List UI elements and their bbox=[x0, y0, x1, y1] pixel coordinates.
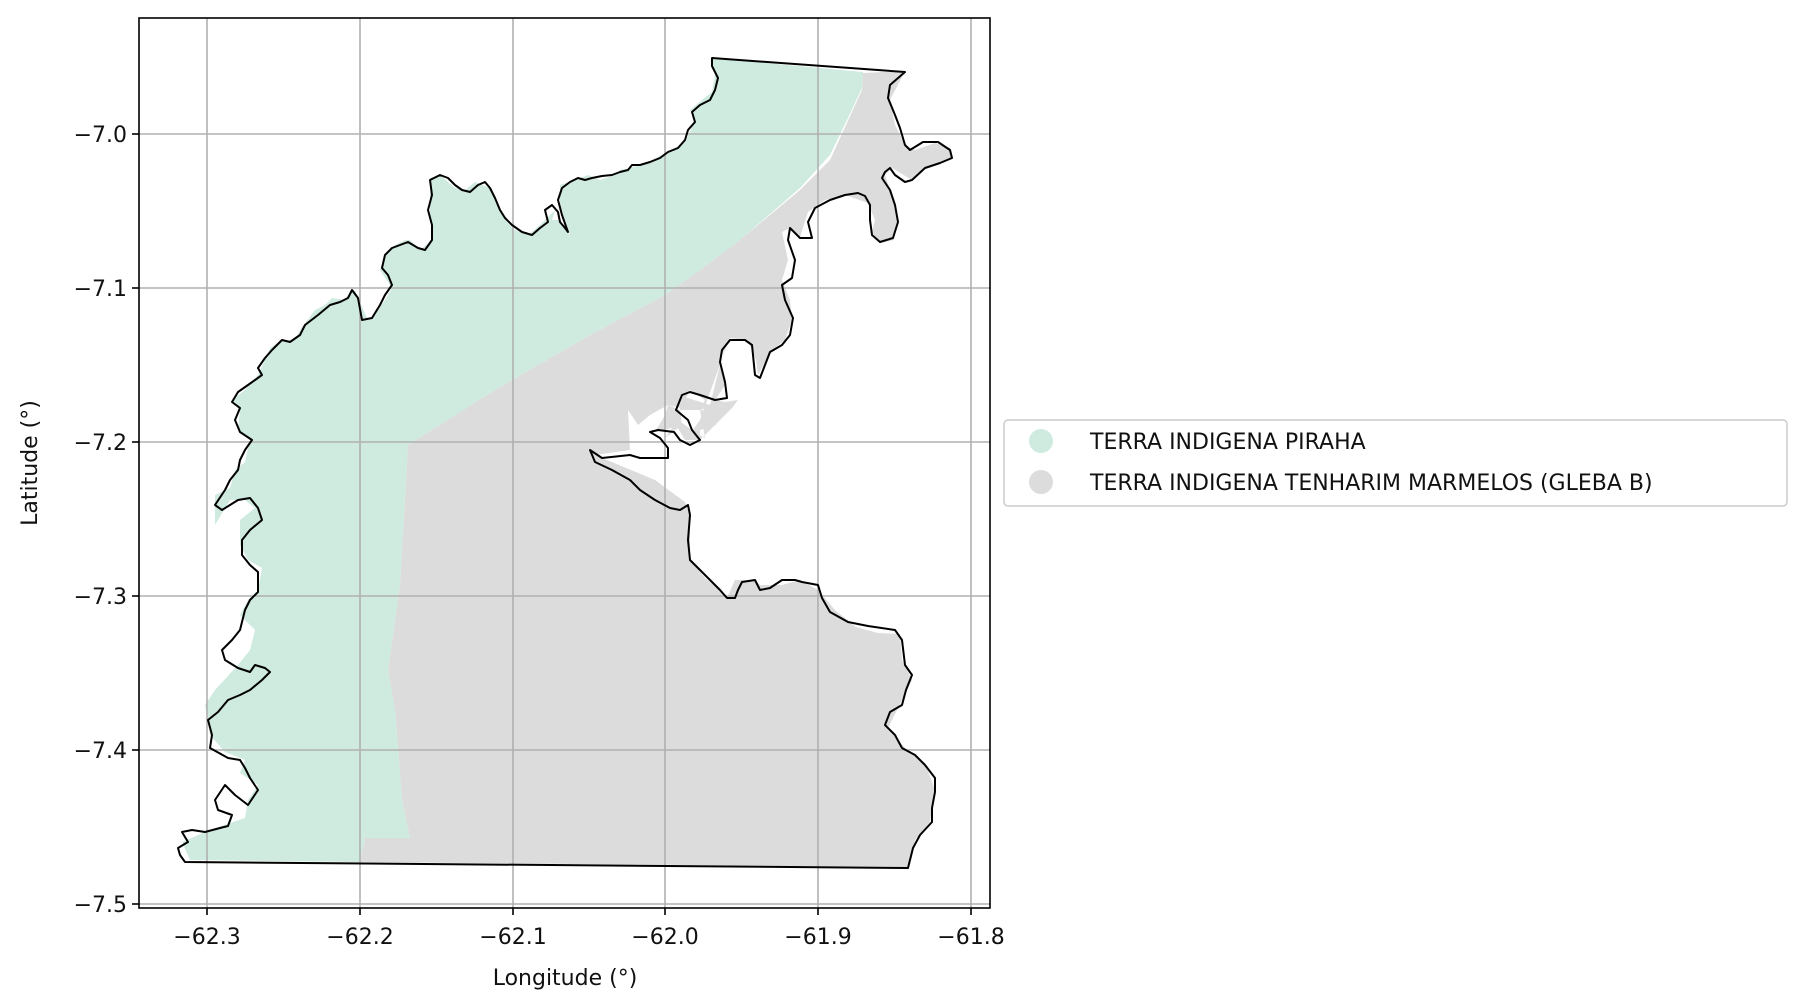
y-tick-label: −7.0 bbox=[74, 123, 127, 148]
x-axis: −62.3 −62.2 −62.1 −62.0 −61.9 −61.8 bbox=[173, 908, 1005, 950]
x-tick-label: −62.1 bbox=[479, 925, 546, 950]
y-tick-label: −7.5 bbox=[74, 893, 127, 918]
territories bbox=[182, 58, 953, 867]
legend-swatch-tenharim-marmelos bbox=[1029, 470, 1053, 494]
y-axis-title: Latitude (°) bbox=[18, 400, 43, 526]
x-tick-label: −62.2 bbox=[326, 925, 393, 950]
plot-frame bbox=[138, 17, 991, 909]
y-tick-label: −7.4 bbox=[74, 739, 127, 764]
x-tick-label: −62.3 bbox=[173, 925, 240, 950]
territory-piraha bbox=[182, 58, 863, 862]
territory-tenharim-marmelos bbox=[360, 71, 953, 867]
legend-swatch-piraha bbox=[1029, 429, 1053, 453]
x-tick-label: −61.8 bbox=[937, 925, 1004, 950]
x-tick-label: −61.9 bbox=[784, 925, 851, 950]
legend: TERRA INDIGENA PIRAHA TERRA INDIGENA TEN… bbox=[1003, 419, 1788, 507]
y-axis: −7.0 −7.1 −7.2 −7.3 −7.4 −7.5 bbox=[74, 123, 139, 918]
y-tick-label: −7.1 bbox=[74, 277, 127, 302]
legend-label-piraha: TERRA INDIGENA PIRAHA bbox=[1089, 430, 1366, 455]
x-tick-label: −62.0 bbox=[631, 925, 698, 950]
grid-lines bbox=[139, 18, 990, 908]
y-tick-label: −7.2 bbox=[74, 431, 127, 456]
legend-frame bbox=[1003, 419, 1788, 507]
legend-label-tenharim-marmelos: TERRA INDIGENA TENHARIM MARMELOS (GLEBA … bbox=[1089, 471, 1653, 496]
x-axis-title: Longitude (°) bbox=[493, 966, 638, 991]
territory-boundary bbox=[177, 57, 953, 869]
y-tick-label: −7.3 bbox=[74, 585, 127, 610]
